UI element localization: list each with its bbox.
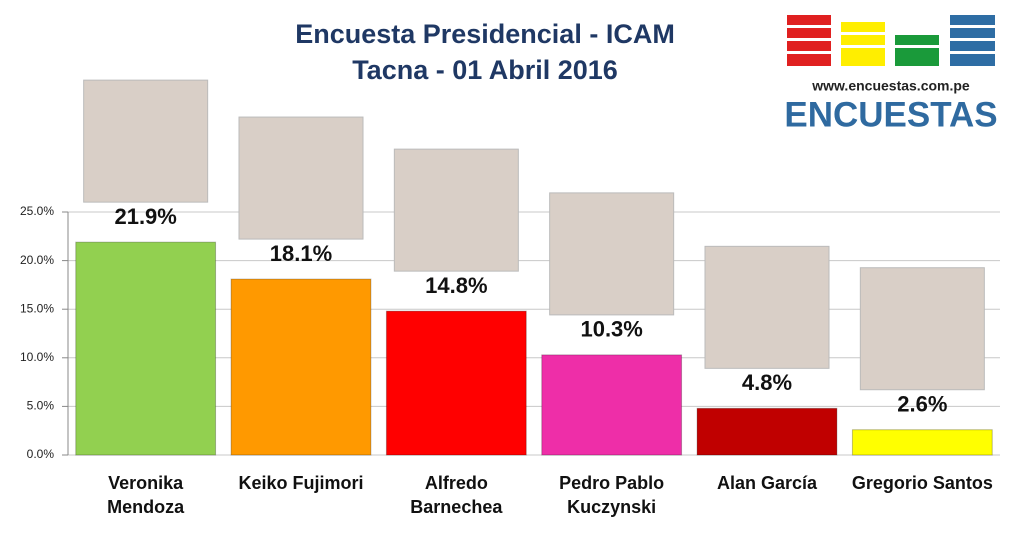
value-label: 14.8% xyxy=(425,273,487,298)
y-tick-label: 5.0% xyxy=(27,399,55,413)
candidate-photo xyxy=(238,116,364,240)
bar xyxy=(851,429,993,456)
x-tick-label: Alan García xyxy=(716,473,818,493)
logo-url: www.encuestas.com.pe xyxy=(811,78,970,94)
candidate-photo xyxy=(549,192,675,316)
candidate-photo xyxy=(393,148,519,272)
value-label: 2.6% xyxy=(897,392,947,417)
bar xyxy=(230,278,372,456)
value-label: 10.3% xyxy=(580,317,642,342)
y-tick-label: 25.0% xyxy=(20,204,54,218)
bar xyxy=(696,407,838,456)
value-label: 18.1% xyxy=(270,241,332,266)
bar xyxy=(385,310,527,456)
logo-name: ENCUESTAS xyxy=(784,95,997,134)
candidate-photo xyxy=(859,267,985,391)
value-label: 4.8% xyxy=(742,370,792,395)
bar xyxy=(541,354,683,456)
chart-title: Encuesta Presidencial - ICAM xyxy=(295,19,675,49)
y-tick-label: 15.0% xyxy=(20,301,54,315)
y-tick-label: 20.0% xyxy=(20,253,54,267)
value-label: 21.9% xyxy=(114,204,176,229)
logo-icon xyxy=(787,15,995,66)
x-tick-label: Keiko Fujimori xyxy=(238,473,364,493)
candidate-photo xyxy=(704,245,830,369)
x-tick-label: Veronika Mendoza xyxy=(107,473,185,517)
chart-subtitle: Tacna - 01 Abril 2016 xyxy=(352,55,618,85)
x-tick-label: Pedro Pablo Kuczynski xyxy=(559,473,665,517)
bar xyxy=(75,241,217,456)
y-tick-label: 10.0% xyxy=(20,350,54,364)
x-tick-label: Gregorio Santos xyxy=(851,473,993,493)
candidate-photo xyxy=(83,79,209,203)
x-tick-label: Alfredo Barnechea xyxy=(410,473,503,517)
y-tick-label: 0.0% xyxy=(27,447,55,461)
